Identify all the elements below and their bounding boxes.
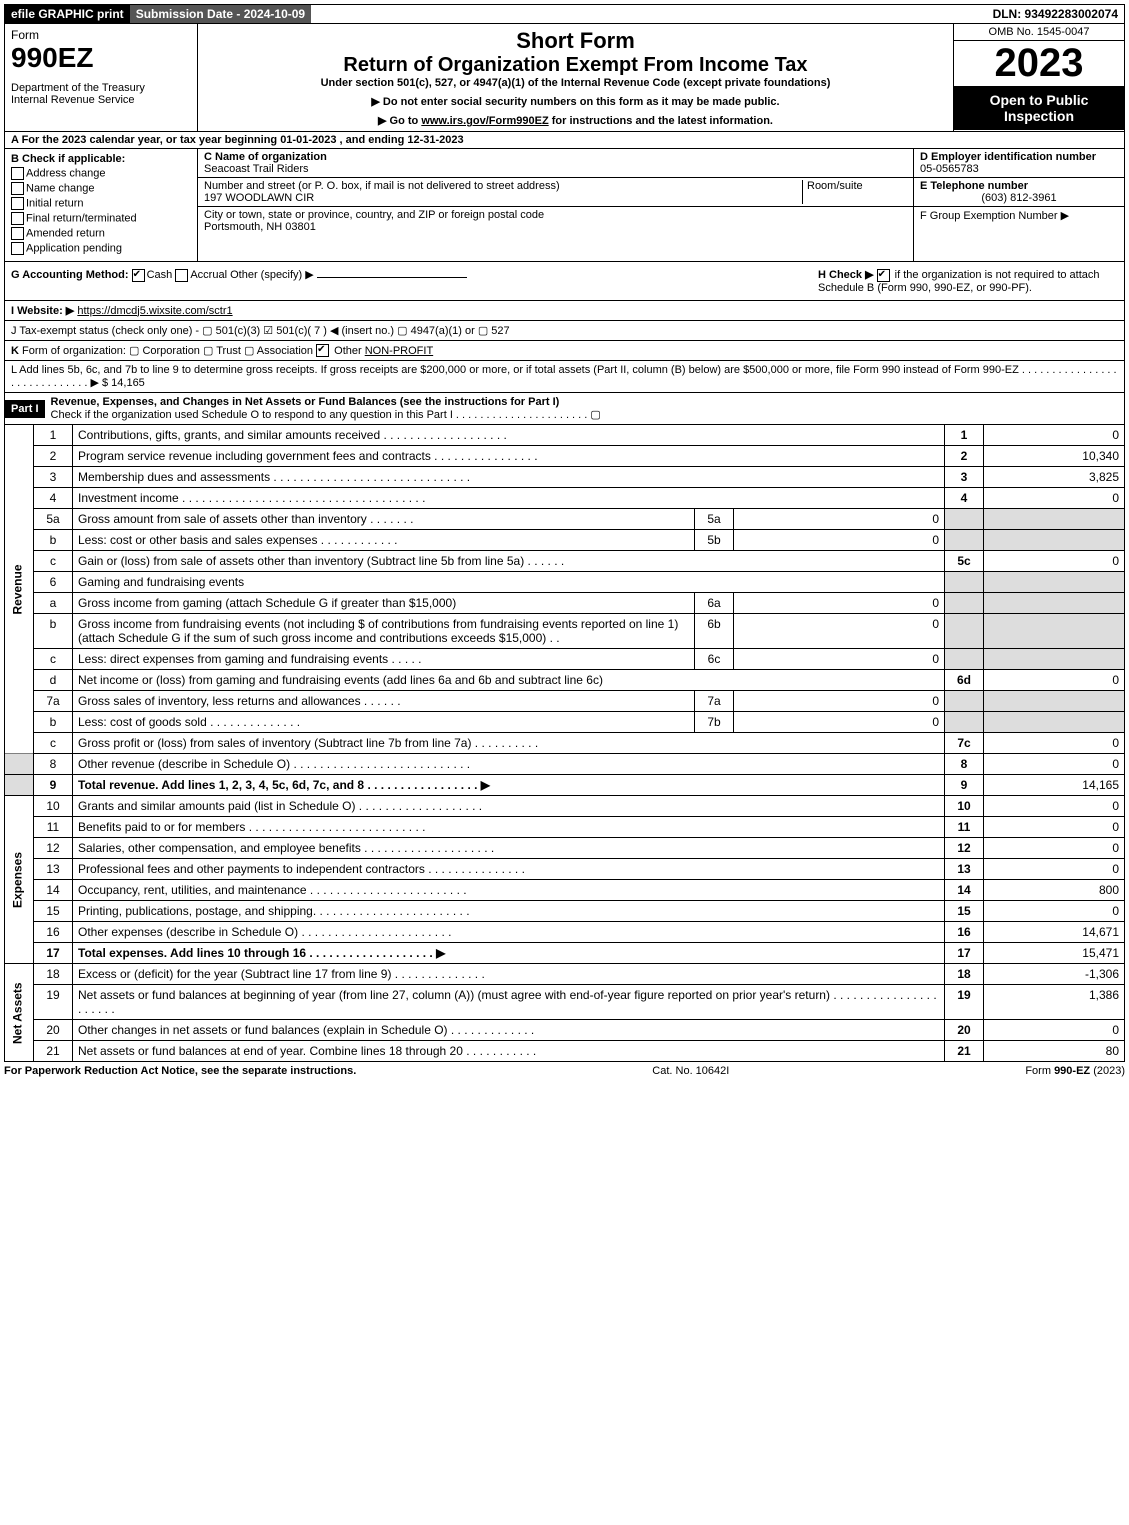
- tax-year: 2023: [954, 41, 1124, 86]
- efile-label[interactable]: efile GRAPHIC print: [5, 5, 130, 23]
- footer-right: Form 990-EZ (2023): [1025, 1065, 1125, 1077]
- row-l: L Add lines 5b, 6c, and 7b to line 9 to …: [4, 361, 1125, 393]
- submission-date: Submission Date - 2024-10-09: [130, 5, 311, 23]
- street-value: 197 WOODLAWN CIR: [204, 192, 802, 204]
- footer: For Paperwork Reduction Act Notice, see …: [4, 1062, 1125, 1080]
- short-form-title: Short Form: [204, 28, 947, 54]
- open-inspection: Open to Public Inspection: [954, 86, 1124, 130]
- section-c: C Name of organization Seacoast Trail Ri…: [198, 149, 913, 261]
- top-bar: efile GRAPHIC print Submission Date - 20…: [4, 4, 1125, 24]
- section-bcdef: B Check if applicable: Address change Na…: [4, 149, 1125, 262]
- form-label: Form: [11, 28, 191, 42]
- check-cash[interactable]: [132, 269, 145, 282]
- check-amended[interactable]: Amended return: [11, 227, 191, 240]
- g-label: G Accounting Method:: [11, 269, 129, 281]
- c-name-label: C Name of organization: [204, 151, 907, 163]
- check-address-change[interactable]: Address change: [11, 167, 191, 180]
- f-label: F Group Exemption Number ▶: [920, 209, 1118, 222]
- room-suite-label: Room/suite: [802, 180, 907, 204]
- side-net-assets: Net Assets: [5, 964, 34, 1062]
- footer-center: Cat. No. 10642I: [652, 1065, 729, 1077]
- check-h[interactable]: [877, 269, 890, 282]
- check-final-return[interactable]: Final return/terminated: [11, 212, 191, 225]
- part-i-table: Revenue 1Contributions, gifts, grants, a…: [4, 425, 1125, 1062]
- note-ssn: ▶ Do not enter social security numbers o…: [204, 95, 947, 108]
- side-revenue: Revenue: [5, 425, 34, 754]
- subtitle: Under section 501(c), 527, or 4947(a)(1)…: [204, 77, 947, 89]
- e-label: E Telephone number: [920, 180, 1118, 192]
- check-initial-return[interactable]: Initial return: [11, 197, 191, 210]
- dln: DLN: 93492283002074: [987, 5, 1124, 23]
- row-k: K Form of organization: ▢ Corporation ▢ …: [4, 341, 1125, 362]
- phone: (603) 812-3961: [920, 192, 1118, 204]
- main-title: Return of Organization Exempt From Incom…: [204, 54, 947, 77]
- check-accrual[interactable]: [175, 269, 188, 282]
- irs-link[interactable]: www.irs.gov/Form990EZ: [421, 115, 548, 127]
- side-expenses: Expenses: [5, 796, 34, 964]
- row-i: I Website: ▶ https://dmcdj5.wixsite.com/…: [4, 301, 1125, 321]
- gross-receipts: 14,165: [111, 377, 145, 389]
- row-j: J Tax-exempt status (check only one) - ▢…: [4, 321, 1125, 341]
- city-label: City or town, state or province, country…: [204, 209, 907, 221]
- section-b: B Check if applicable: Address change Na…: [5, 149, 198, 261]
- h-label: H Check ▶: [818, 269, 874, 281]
- form-header: Form 990EZ Department of the Treasury In…: [4, 24, 1125, 132]
- row-a-calendar-year: A For the 2023 calendar year, or tax yea…: [4, 132, 1125, 149]
- street-label: Number and street (or P. O. box, if mail…: [204, 180, 802, 192]
- check-name-change[interactable]: Name change: [11, 182, 191, 195]
- form-number: 990EZ: [11, 42, 191, 74]
- department: Department of the Treasury Internal Reve…: [11, 82, 191, 106]
- check-application-pending[interactable]: Application pending: [11, 242, 191, 255]
- b-title: B Check if applicable:: [11, 153, 191, 165]
- part-i-header: Part I Revenue, Expenses, and Changes in…: [4, 393, 1125, 425]
- note-link: ▶ Go to www.irs.gov/Form990EZ for instru…: [204, 114, 947, 127]
- row-gh: G Accounting Method: Cash Accrual Other …: [4, 262, 1125, 301]
- d-label: D Employer identification number: [920, 151, 1118, 163]
- section-def: D Employer identification number 05-0565…: [913, 149, 1124, 261]
- ein: 05-0565783: [920, 163, 1118, 175]
- city-value: Portsmouth, NH 03801: [204, 221, 907, 233]
- footer-left: For Paperwork Reduction Act Notice, see …: [4, 1065, 356, 1077]
- website-link[interactable]: https://dmcdj5.wixsite.com/sctr1: [77, 305, 232, 317]
- org-name: Seacoast Trail Riders: [204, 163, 907, 175]
- omb-number: OMB No. 1545-0047: [954, 24, 1124, 41]
